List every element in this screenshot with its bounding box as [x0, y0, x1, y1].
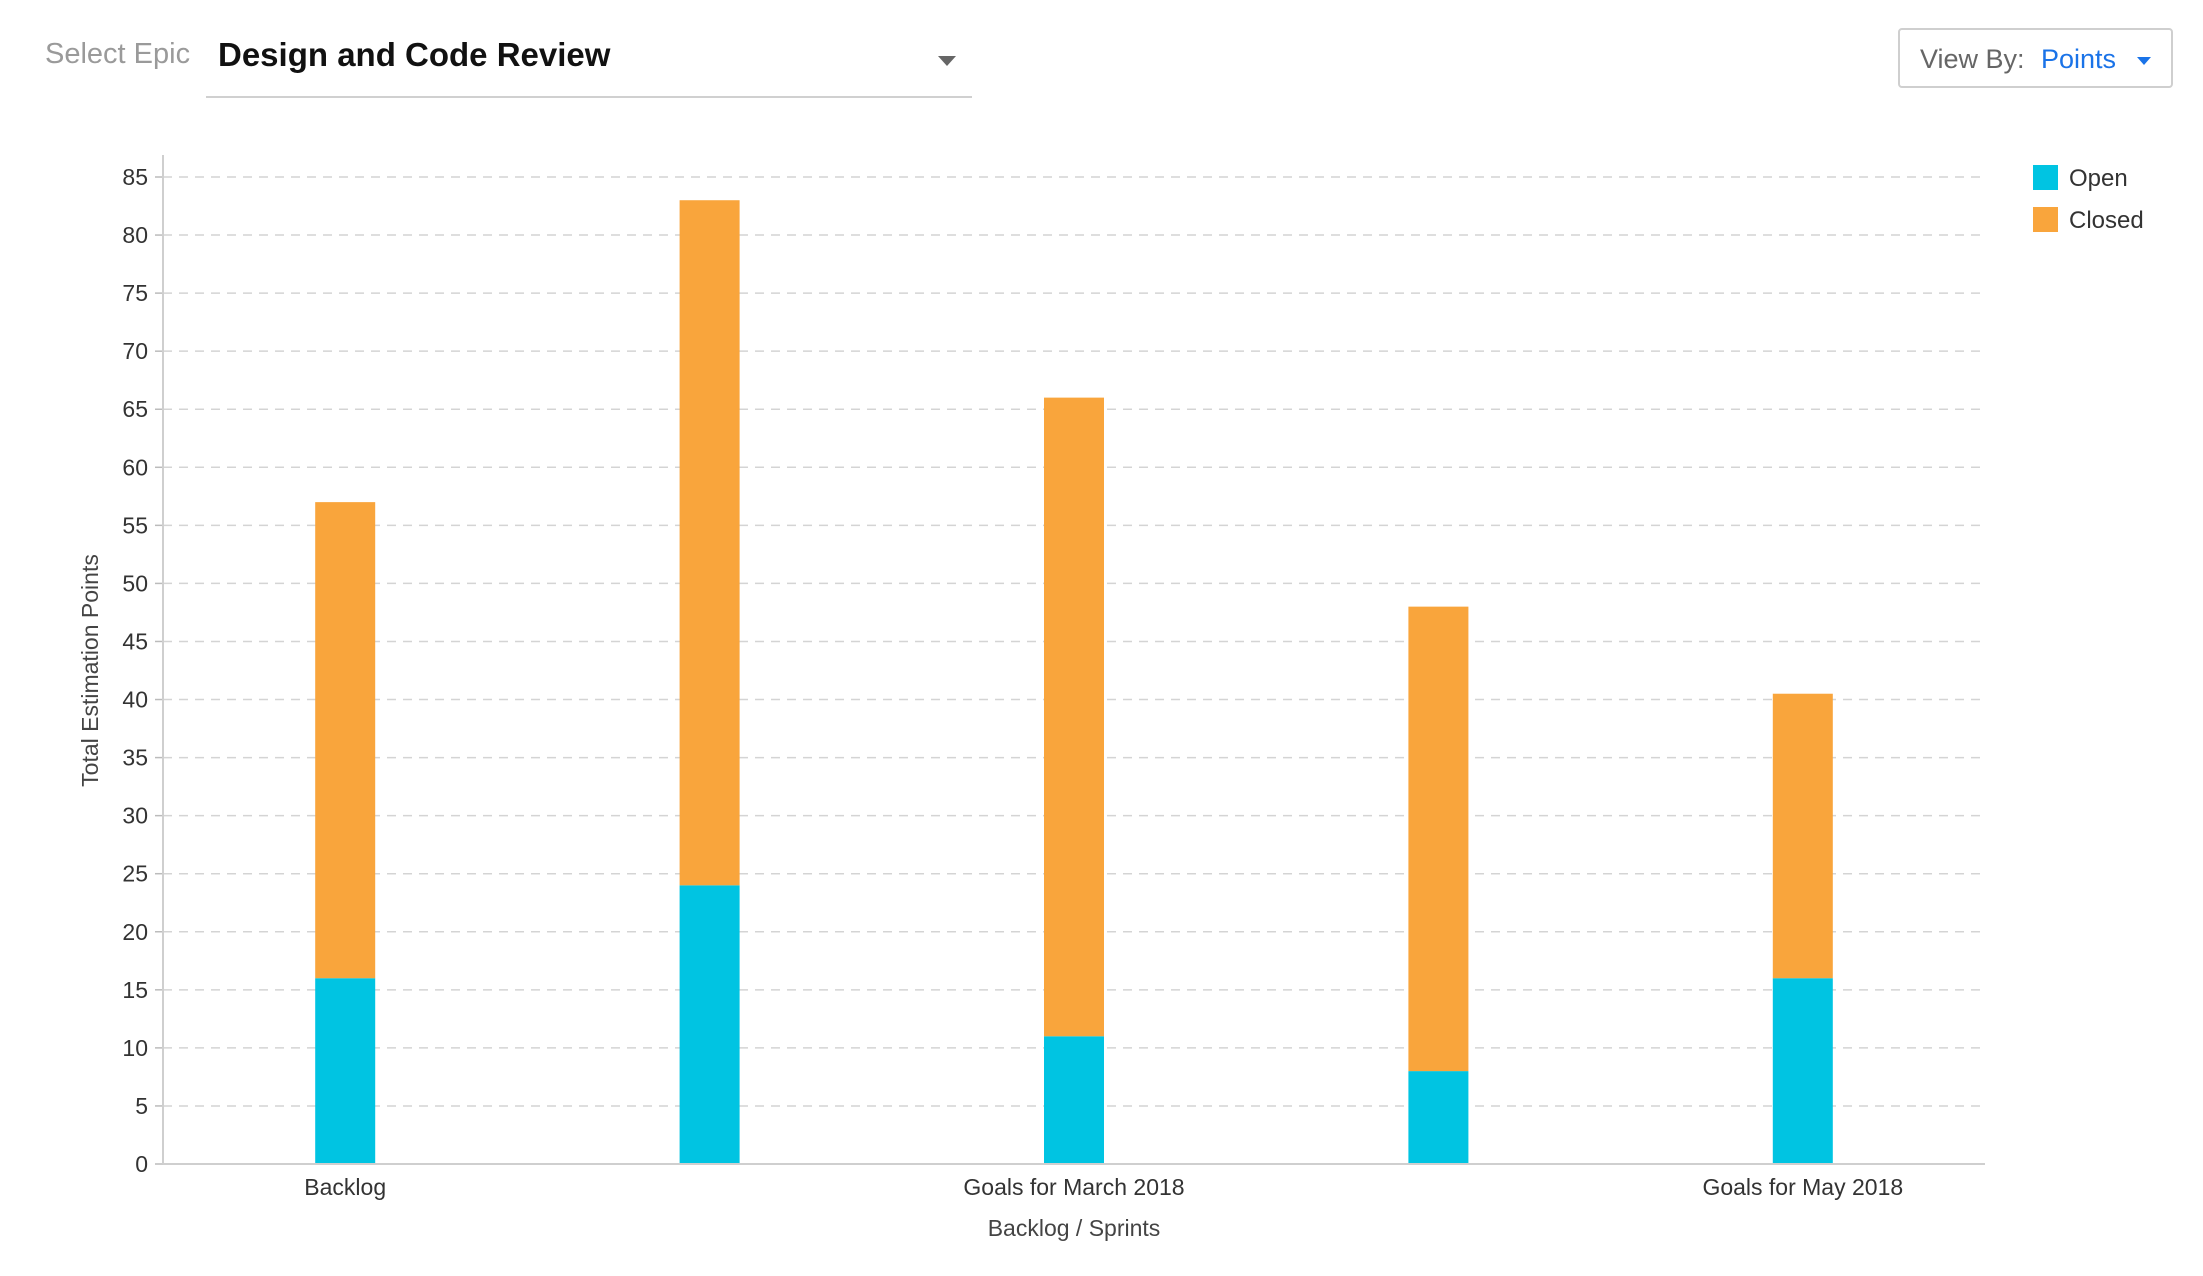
view-by-value: Points — [2041, 44, 2117, 74]
y-tick-label: 20 — [122, 919, 148, 945]
bar-closed[interactable] — [1772, 693, 1833, 979]
y-tick-label: 60 — [122, 454, 148, 480]
y-tick-label: 45 — [122, 628, 148, 654]
bar-closed[interactable] — [679, 200, 740, 886]
y-tick-label: 55 — [122, 512, 148, 538]
view-by-label: View By: — [1920, 44, 2025, 74]
bar-closed[interactable] — [315, 502, 376, 979]
legend-swatch-closed — [2033, 207, 2058, 232]
bars — [315, 200, 1833, 1164]
y-axis-title: Total Estimation Points — [77, 554, 103, 787]
axes: 0 5 10 15 20 25 30 35 40 45 50 55 60 65 70 75 80 85 Backlo… — [77, 155, 1985, 1241]
epic-dropdown-value: Design and Code Review — [218, 36, 611, 73]
bar-open[interactable] — [315, 978, 376, 1164]
bar-open[interactable] — [1772, 978, 1833, 1164]
y-tick-label: 25 — [122, 861, 148, 887]
y-tick-label: 40 — [122, 687, 148, 713]
legend-label-closed[interactable]: Closed — [2069, 207, 2144, 234]
y-tick-label: 75 — [122, 280, 148, 306]
view-by-dropdown[interactable]: View By: Points — [1898, 28, 2173, 88]
bar-closed[interactable] — [1044, 397, 1104, 1037]
y-tick-label: 15 — [122, 977, 148, 1003]
y-tick-label: 85 — [122, 164, 148, 190]
x-tick-label: Backlog — [304, 1174, 386, 1200]
x-tick-label: Goals for May 2018 — [1702, 1174, 1903, 1200]
y-tick-label: 35 — [122, 745, 148, 771]
select-epic-label: Select Epic — [45, 38, 191, 70]
y-tick-label: 70 — [122, 338, 148, 364]
bar-open[interactable] — [679, 885, 740, 1164]
y-tick-label: 65 — [122, 396, 148, 422]
y-tick-label: 50 — [122, 570, 148, 596]
bar-open[interactable] — [1044, 1036, 1104, 1164]
bar-closed[interactable] — [1408, 606, 1469, 1072]
x-axis-title: Backlog / Sprints — [988, 1215, 1161, 1241]
y-tick-label: 0 — [135, 1151, 148, 1177]
y-tick-label: 80 — [122, 222, 148, 248]
epic-dropdown[interactable]: Design and Code Review — [206, 22, 972, 98]
y-tick-label: 10 — [122, 1035, 148, 1061]
y-tick-label: 30 — [122, 803, 148, 829]
x-tick-label: Goals for March 2018 — [963, 1174, 1184, 1200]
y-tick-label: 5 — [135, 1093, 148, 1119]
bar-open[interactable] — [1408, 1071, 1469, 1164]
legend: Open Closed — [2033, 165, 2144, 234]
caret-down-icon — [2137, 57, 2151, 65]
legend-label-open[interactable]: Open — [2069, 165, 2128, 192]
legend-swatch-open — [2033, 165, 2058, 190]
caret-down-icon — [938, 56, 956, 66]
